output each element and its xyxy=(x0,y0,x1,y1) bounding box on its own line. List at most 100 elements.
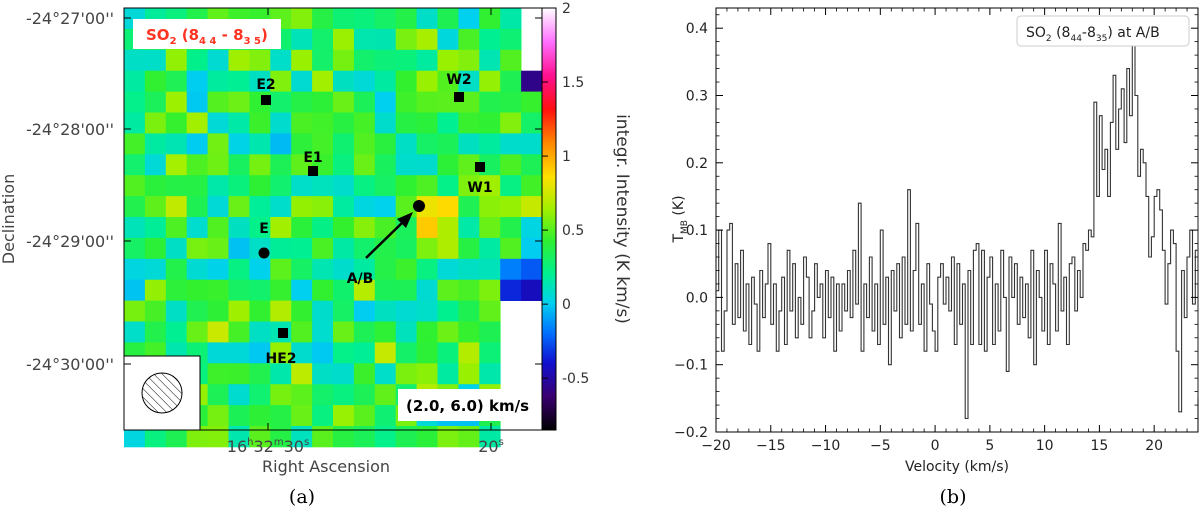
heatmap-cell xyxy=(144,133,167,155)
heatmap-cell xyxy=(374,363,397,385)
heatmap-cell xyxy=(144,196,167,218)
heatmap-cell xyxy=(249,217,271,239)
heatmap-cell xyxy=(207,70,229,92)
heatmap-cell xyxy=(270,426,292,448)
heatmap-cell xyxy=(186,175,208,197)
heatmap-cell xyxy=(270,384,292,406)
heatmap-cell xyxy=(291,175,313,197)
heatmap-cell xyxy=(228,426,250,448)
heatmap-cell xyxy=(458,321,480,343)
heatmap-cell xyxy=(374,49,397,72)
heatmap-cell xyxy=(291,8,313,30)
heatmap-cell xyxy=(333,384,355,406)
heatmap-cell xyxy=(521,133,543,155)
heatmap-cell xyxy=(207,196,229,218)
heatmap-cell xyxy=(124,154,146,176)
heatmap-cell xyxy=(207,49,229,72)
heatmap-cell xyxy=(291,321,313,343)
heatmap-cell xyxy=(249,133,271,155)
heatmap-cell xyxy=(374,384,397,406)
heatmap-cell xyxy=(270,49,292,72)
heatmap-cell xyxy=(207,237,229,260)
heatmap-cell xyxy=(124,217,146,239)
heatmap-cell xyxy=(291,154,313,176)
heatmap-cell xyxy=(228,405,250,427)
heatmap-cell xyxy=(165,154,188,176)
heatmap-cell xyxy=(124,321,146,343)
heatmap-cell xyxy=(479,175,501,197)
heatmap-cell xyxy=(291,405,313,427)
beam-ellipse xyxy=(141,372,183,414)
heatmap-cell xyxy=(228,175,250,197)
heatmap-cell xyxy=(500,217,522,239)
heatmap-cell xyxy=(500,91,522,113)
spectrum-x-axis-label: Velocity (km/s) xyxy=(905,459,1009,475)
heatmap-cell xyxy=(249,175,271,197)
heatmap-cell xyxy=(165,217,188,239)
heatmap-cell xyxy=(374,217,397,239)
heatmap-cell xyxy=(479,279,501,301)
heatmap-cell xyxy=(207,217,229,239)
heatmap-cell xyxy=(165,279,188,301)
heatmap-cell xyxy=(165,175,188,197)
spectrum-x-tick-label: 5 xyxy=(985,438,994,454)
heatmap-cell xyxy=(165,196,188,218)
heatmap-cell xyxy=(228,196,250,218)
heatmap-cell xyxy=(395,321,417,343)
heatmap-cell xyxy=(437,217,459,239)
heatmap-cell xyxy=(165,321,188,343)
spectrum-y-tick-label: −0.1 xyxy=(674,358,708,374)
heatmap-cell xyxy=(333,70,355,92)
source-label-AB: A/B xyxy=(347,271,374,287)
heatmap-cell xyxy=(479,363,501,385)
heatmap-cell xyxy=(374,300,397,322)
heatmap-cell xyxy=(165,237,188,260)
heatmap-cell xyxy=(416,279,438,301)
heatmap-cell xyxy=(333,133,355,155)
heatmap-cell xyxy=(207,342,229,364)
heatmap-cell xyxy=(333,321,355,343)
heatmap-cell xyxy=(144,154,167,176)
heatmap-cell xyxy=(207,133,229,155)
heatmap-cell xyxy=(333,175,355,197)
heatmap-cell xyxy=(249,300,271,322)
heatmap-cell xyxy=(207,300,229,322)
heatmap-cell xyxy=(165,91,188,113)
heatmap-cell xyxy=(353,175,376,197)
heatmap-cell xyxy=(395,363,417,385)
heatmap-cell xyxy=(353,28,376,51)
heatmap-cell xyxy=(374,279,397,301)
heatmap-cell xyxy=(312,426,334,448)
panel-a-intensity-map: SO2 (84 4 - 83 5) (2.0, 6.0) km/s E2 W2 … xyxy=(0,1,632,508)
heatmap-cell xyxy=(124,426,146,448)
heatmap-cell xyxy=(416,300,438,322)
heatmap-cell xyxy=(416,154,438,176)
heatmap-cell xyxy=(249,321,271,343)
heatmap-cell xyxy=(479,196,501,218)
heatmap-cell xyxy=(395,300,417,322)
heatmap-cell xyxy=(124,237,146,260)
spectrum-x-tick-label: −5 xyxy=(870,438,891,454)
heatmap-cell xyxy=(207,91,229,113)
heatmap-cell xyxy=(374,175,397,197)
x-tick-label-ra-30: 16h32m30s xyxy=(227,437,309,456)
heatmap-cell xyxy=(144,112,167,134)
heatmap-cell xyxy=(479,426,501,448)
heatmap-cell xyxy=(333,363,355,385)
heatmap-cell xyxy=(479,237,501,260)
heatmap-cell xyxy=(186,133,208,155)
heatmap-cell xyxy=(416,8,438,30)
spectrum-x-tick-label: −20 xyxy=(701,438,731,454)
heatmap-cell xyxy=(521,258,543,281)
source-marker-E1 xyxy=(308,166,318,176)
spectrum-x-tick-label: −10 xyxy=(811,438,841,454)
heatmap-cell xyxy=(353,321,376,343)
heatmap-cell xyxy=(395,28,417,51)
heatmap-cell xyxy=(353,112,376,134)
heatmap-cell xyxy=(416,426,438,448)
heatmap-cell xyxy=(312,112,334,134)
spectrum-x-ticks: −20 −15 −10 −5 0 5 10 15 20 xyxy=(701,8,1199,454)
heatmap-cell xyxy=(437,342,459,364)
heatmap-cell xyxy=(228,154,250,176)
heatmap-cell xyxy=(353,363,376,385)
